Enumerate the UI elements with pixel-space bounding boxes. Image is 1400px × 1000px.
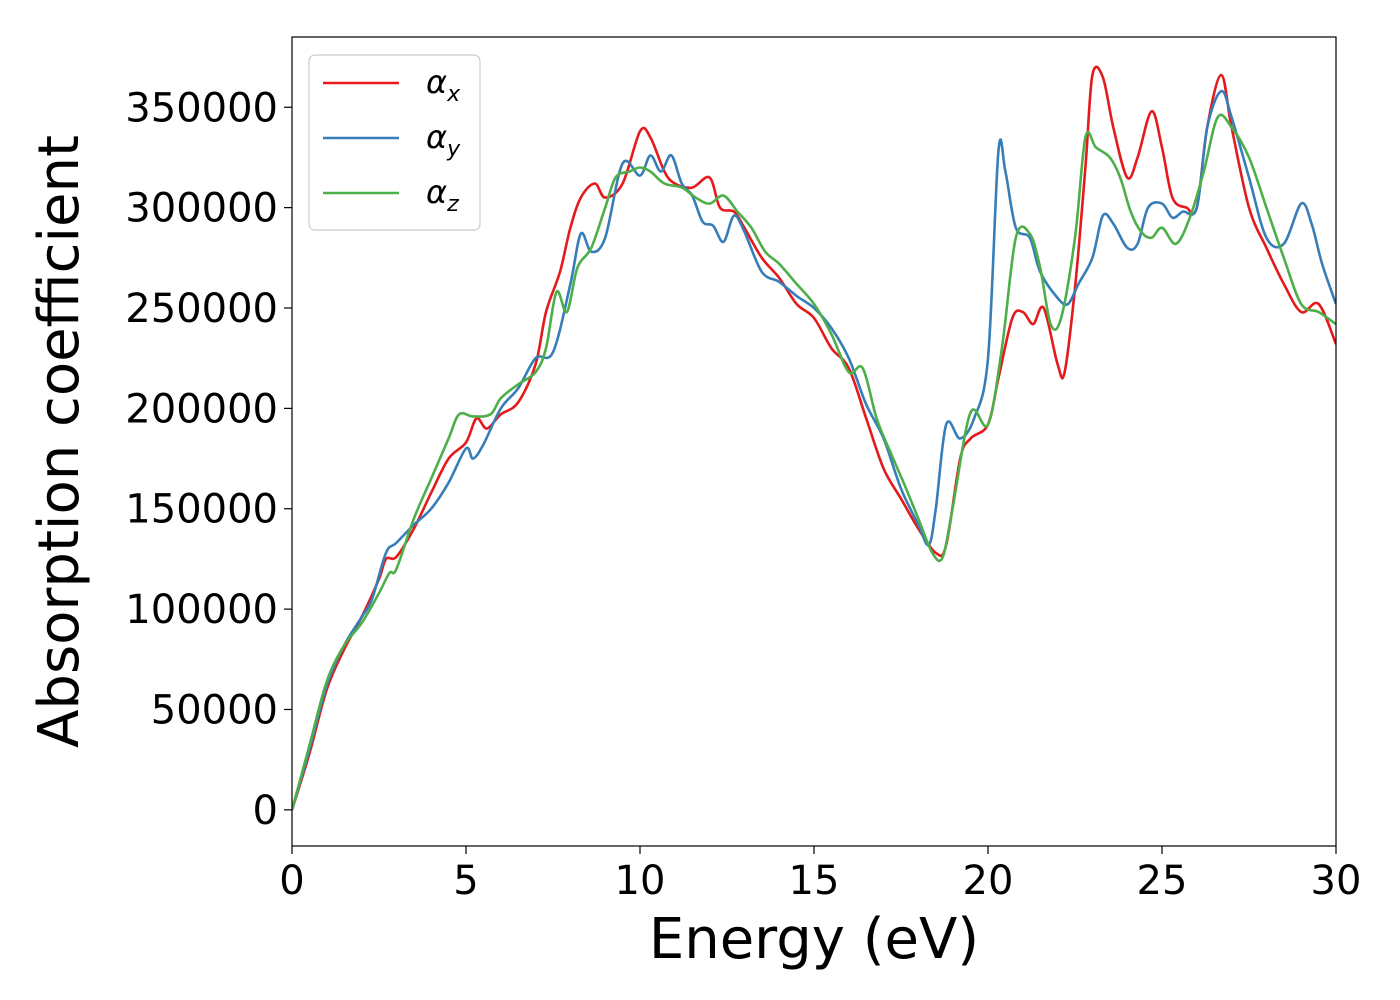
legend-label-subscript: x (446, 82, 461, 107)
legend-label-alpha-y: αy (426, 118, 461, 162)
x-tick-label: 25 (1137, 858, 1188, 904)
x-axis-title: Energy (eV) (649, 907, 979, 972)
y-tick-label: 0 (253, 788, 278, 834)
series-line-alpha-z (292, 113, 1336, 811)
y-tick-label: 50000 (151, 687, 278, 733)
x-tick-label: 5 (453, 858, 478, 904)
x-axis-ticks: 0 5 10 15 20 25 30 (279, 846, 1361, 904)
y-axis-title: Absorption coefficient (27, 135, 92, 748)
y-tick-label: 250000 (125, 286, 278, 332)
x-tick-label: 15 (789, 858, 840, 904)
y-tick-label: 100000 (125, 587, 278, 633)
legend-label-symbol: α (426, 173, 447, 211)
series-line-alpha-y (292, 89, 1336, 811)
plot-area (292, 65, 1336, 811)
legend-box (308, 54, 481, 231)
x-tick-label: 30 (1311, 858, 1362, 904)
y-tick-label: 150000 (125, 487, 278, 533)
y-tick-label: 200000 (125, 386, 278, 432)
y-tick-label: 300000 (125, 186, 278, 232)
legend-label-subscript: y (446, 137, 461, 162)
x-tick-label: 10 (615, 858, 666, 904)
x-tick-label: 0 (279, 858, 304, 904)
legend-label-subscript: z (446, 192, 459, 217)
y-tick-label: 350000 (125, 85, 278, 131)
legend-label-alpha-z: αz (426, 173, 459, 217)
y-axis-ticks: 0 50000 100000 150000 200000 250000 300000 3500… (125, 85, 292, 834)
legend-label-symbol: α (426, 63, 447, 101)
series-line-alpha-x (292, 65, 1336, 811)
legend-label-symbol: α (426, 118, 447, 156)
plot-frame (291, 36, 1337, 847)
x-tick-label: 20 (963, 858, 1014, 904)
legend-label-alpha-x: αx (426, 63, 461, 107)
